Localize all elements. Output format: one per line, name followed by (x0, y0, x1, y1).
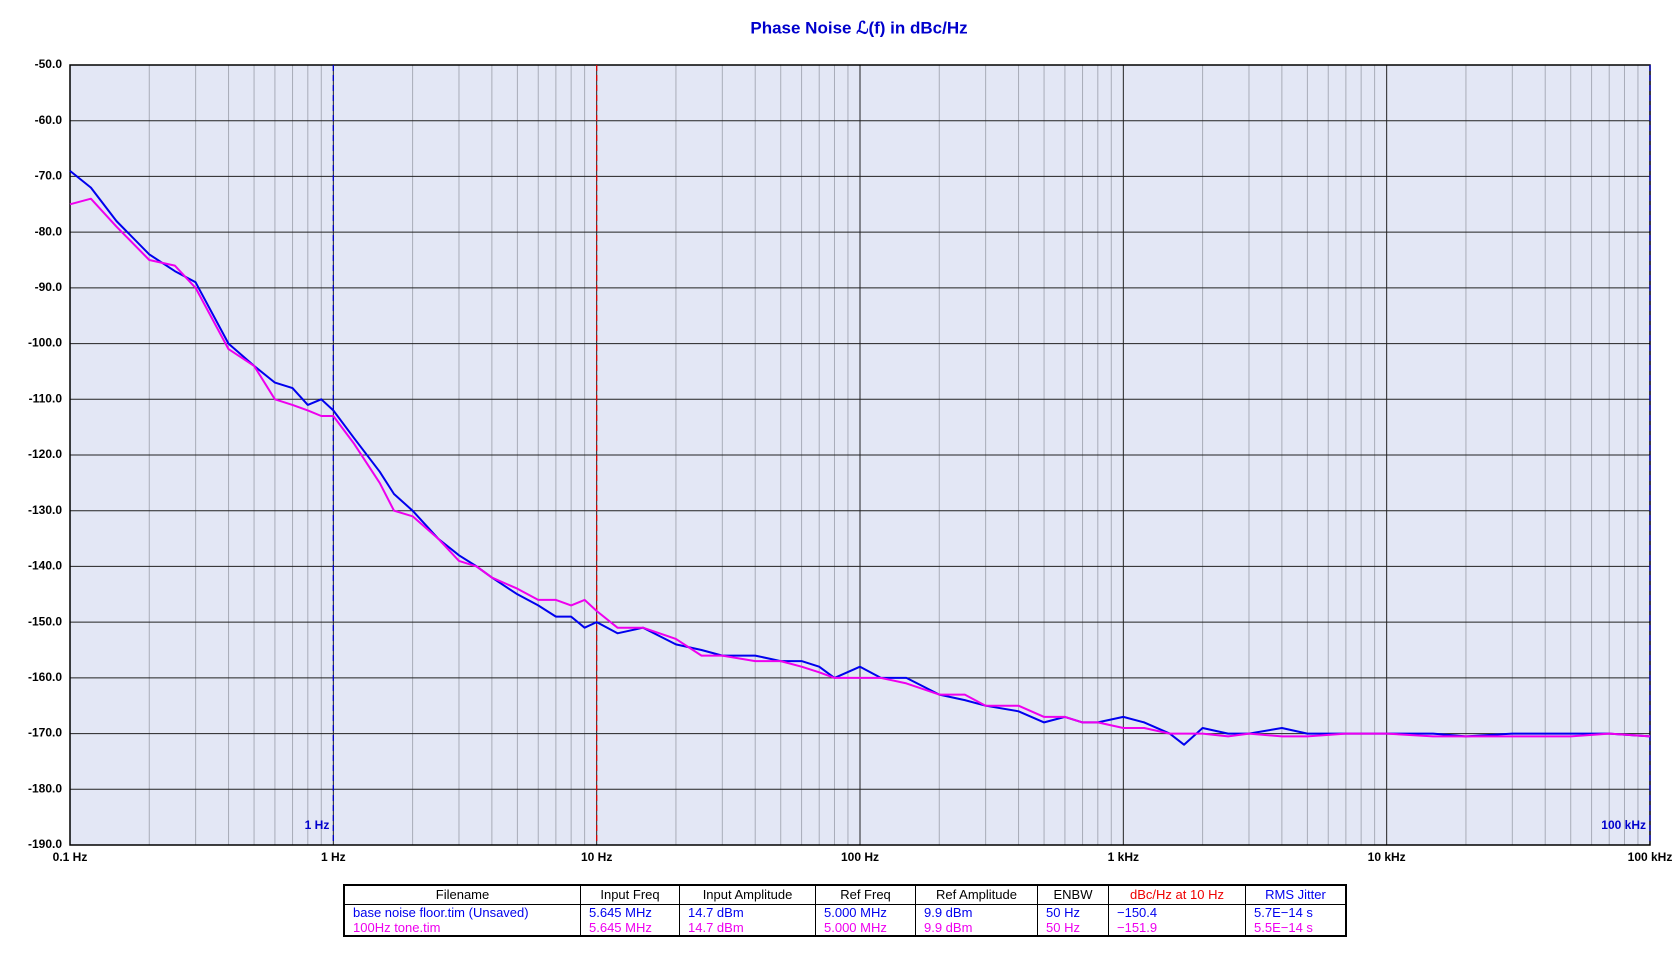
x-tick-label: 100 Hz (841, 850, 879, 864)
chart: Phase Noise ℒ(f) in dBc/Hz 0.1 Hz 1 Hz 10 … (28, 18, 1673, 864)
table-row: base noise floor.tim (Unsaved) 5.645 MHz 1… (343, 904, 1346, 920)
y-tick-label: -150.0 (28, 614, 62, 628)
y-tick-label: -180.0 (28, 781, 62, 795)
table-cell: 5.645 MHz (580, 904, 680, 920)
y-tick-label: -140.0 (28, 559, 62, 573)
y-tick-label: -120.0 (28, 447, 62, 461)
series-line (69, 170, 1651, 746)
table-cell: 50 Hz (1037, 904, 1109, 920)
y-tick-label: -110.0 (29, 391, 63, 405)
table-cell: base noise floor.tim (Unsaved) (343, 904, 581, 920)
x-tick-label: 1 kHz (1108, 850, 1139, 864)
table-cell: 9.9 dBm (915, 904, 1038, 920)
x-tick-label: 1 Hz (321, 850, 346, 864)
y-tick-label: -130.0 (28, 503, 62, 517)
column-header: Input Amplitude (679, 885, 816, 905)
column-header: RMS Jitter (1245, 885, 1346, 905)
table-cell: 14.7 dBm (679, 904, 816, 920)
file-table: Filename Input Freq Input Amplitude Ref Fre… (343, 884, 1347, 937)
table-cell: 100Hz tone.tim (343, 920, 581, 936)
y-tick-label: -50.0 (35, 57, 63, 71)
x-tick-label: 10 kHz (1368, 850, 1406, 864)
table-row: 100Hz tone.tim 5.645 MHz 14.7 dBm 5.000 MHz… (343, 920, 1346, 936)
y-tick-label: -100.0 (28, 336, 62, 350)
column-header: Ref Amplitude (915, 885, 1038, 905)
table-cell: 5.5E−14 s (1245, 920, 1346, 936)
y-tick-label: -160.0 (28, 670, 62, 684)
marker-label: 1 Hz (305, 818, 330, 832)
column-header: ENBW (1037, 885, 1109, 905)
x-tick-label: 0.1 Hz (53, 850, 88, 864)
y-tick-label: -170.0 (28, 726, 62, 740)
table-cell: −150.4 (1108, 904, 1246, 920)
table-header-row: Filename Input Freq Input Amplitude Ref Fre… (343, 885, 1346, 905)
column-header: Input Freq (580, 885, 680, 905)
table-cell: 5.7E−14 s (1245, 904, 1346, 920)
table-cell: 9.9 dBm (915, 920, 1038, 936)
marker-label: 100 kHz (1601, 818, 1646, 832)
x-tick-label: 100 kHz (1628, 850, 1673, 864)
column-header: Filename (343, 885, 581, 905)
table-cell: 5.000 MHz (815, 920, 916, 936)
series-line (69, 197, 1651, 738)
table-cell: 5.645 MHz (580, 920, 680, 936)
y-tick-label: -70.0 (35, 169, 63, 183)
y-tick-label: -80.0 (35, 224, 63, 238)
column-header: dBc/Hz at 10 Hz (1108, 885, 1246, 905)
y-tick-label: -190.0 (28, 837, 62, 851)
y-tick-label: -60.0 (35, 113, 63, 127)
y-tick-label: -90.0 (35, 280, 63, 294)
column-header: Ref Freq (815, 885, 916, 905)
table-cell: −151.9 (1108, 920, 1246, 936)
table-cell: 14.7 dBm (679, 920, 816, 936)
table-cell: 5.000 MHz (815, 904, 916, 920)
x-tick-label: 10 Hz (581, 850, 612, 864)
table-cell: 50 Hz (1037, 920, 1109, 936)
chart-title: Phase Noise ℒ(f) in dBc/Hz (750, 18, 967, 37)
